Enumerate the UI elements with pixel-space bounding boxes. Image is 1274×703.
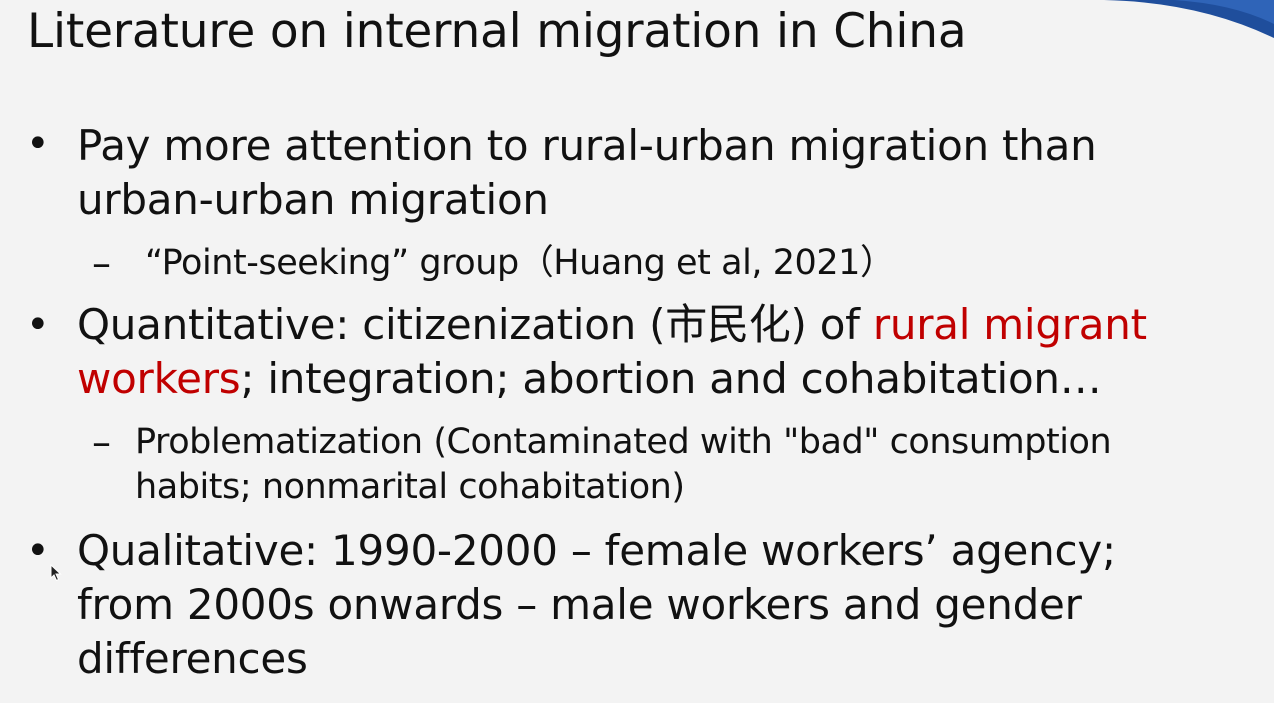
highlight-workers: workers	[77, 354, 241, 403]
bullet-2-line-2-text: ; integration; abortion and cohabitation…	[240, 354, 1102, 403]
slide-title: Literature on internal migration in Chin…	[27, 4, 967, 59]
highlight-rural-migrant: rural migrant	[872, 300, 1147, 349]
bullet-2-sub-1-line-1: Problematization (Contaminated with "bad…	[135, 422, 1112, 462]
bullet-3-line-2: from 2000s onwards – male workers and ge…	[77, 580, 1082, 629]
bullet-marker: •	[26, 302, 50, 348]
bullet-3-line-3: differences	[77, 634, 308, 683]
bullet-marker: •	[26, 121, 50, 167]
bullet-2-line-1-text: Quantitative: citizenization (市民化) of	[77, 300, 873, 349]
sub-bullet-dash: –	[92, 420, 111, 464]
bullet-1-sub-1: “Point-seeking” group（Huang et al, 2021）	[145, 243, 895, 283]
bullet-1-line-1: Pay more attention to rural-urban migrat…	[77, 121, 1097, 170]
bullet-2-sub-1-line-2: habits; nonmarital cohabitation)	[135, 467, 685, 507]
bullet-1-line-2: urban-urban migration	[77, 175, 549, 224]
bullet-2-line-2: workers; integration; abortion and cohab…	[77, 352, 1102, 406]
mouse-pointer-icon	[50, 564, 62, 582]
corner-swoosh-decoration	[1104, 0, 1274, 38]
bullet-2-line-1: Quantitative: citizenization (市民化) of ru…	[77, 298, 1147, 352]
bullet-marker: •	[26, 528, 50, 574]
sub-bullet-dash: –	[92, 241, 111, 285]
bullet-3-line-1: Qualitative: 1990-2000 – female workers’…	[77, 526, 1116, 575]
